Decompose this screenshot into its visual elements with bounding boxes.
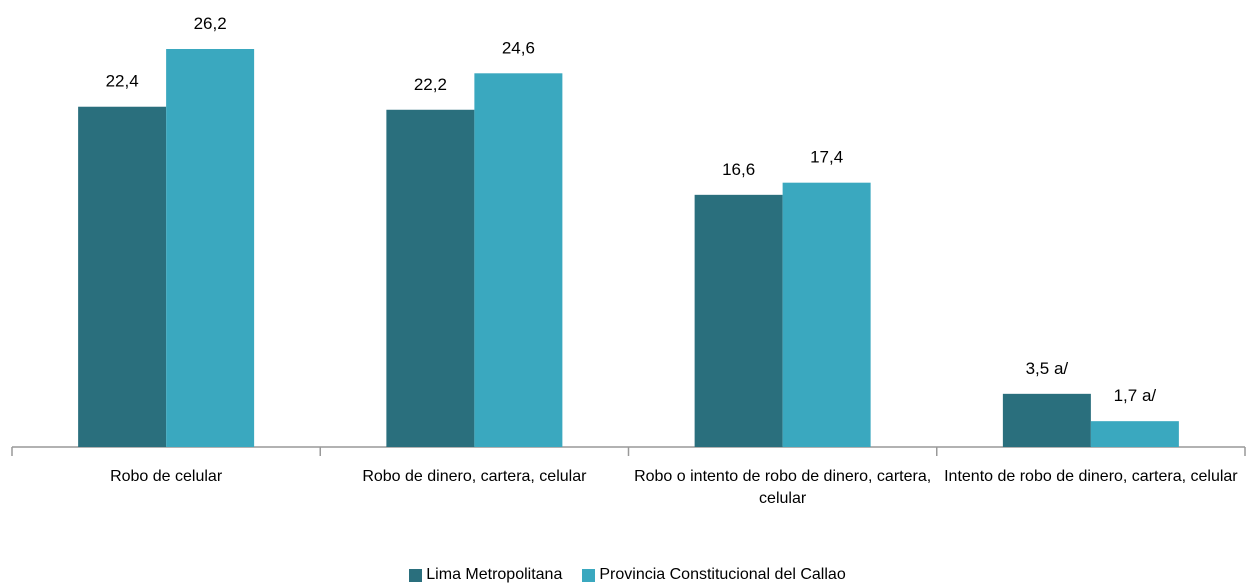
bar	[694, 194, 783, 447]
legend-swatch	[409, 568, 423, 582]
legend-swatch	[582, 568, 596, 582]
value-label: 3,5 a/	[1026, 359, 1069, 378]
x-tick-label: Robo de dinero, cartera, celular	[362, 468, 587, 485]
value-label: 17,4	[810, 148, 843, 167]
legend: Lima Metropolitana Provincia Constitucion…	[0, 566, 1255, 584]
legend-label: Lima Metropolitana	[426, 566, 563, 583]
bar	[1002, 393, 1091, 447]
x-tick-label: Robo o intento de robo de dinero, carter…	[634, 468, 932, 507]
bar	[782, 182, 871, 447]
x-tick-label: Intento de robo de dinero, cartera, celu…	[944, 468, 1238, 485]
bar	[1090, 421, 1179, 447]
bar	[166, 49, 255, 447]
value-label: 24,6	[502, 38, 535, 57]
value-label: 1,7 a/	[1114, 386, 1157, 405]
legend-label: Provincia Constitucional del Callao	[599, 566, 846, 583]
value-label: 22,2	[414, 75, 447, 94]
value-label: 26,2	[194, 14, 227, 33]
bar	[474, 73, 563, 447]
x-tick-label: Robo de celular	[110, 468, 223, 485]
legend-item: Lima Metropolitana	[409, 566, 562, 584]
value-label: 16,6	[722, 160, 755, 179]
bar	[386, 109, 475, 447]
legend-item: Provincia Constitucional del Callao	[582, 566, 846, 584]
value-label: 22,4	[106, 72, 139, 91]
bar	[78, 106, 167, 447]
